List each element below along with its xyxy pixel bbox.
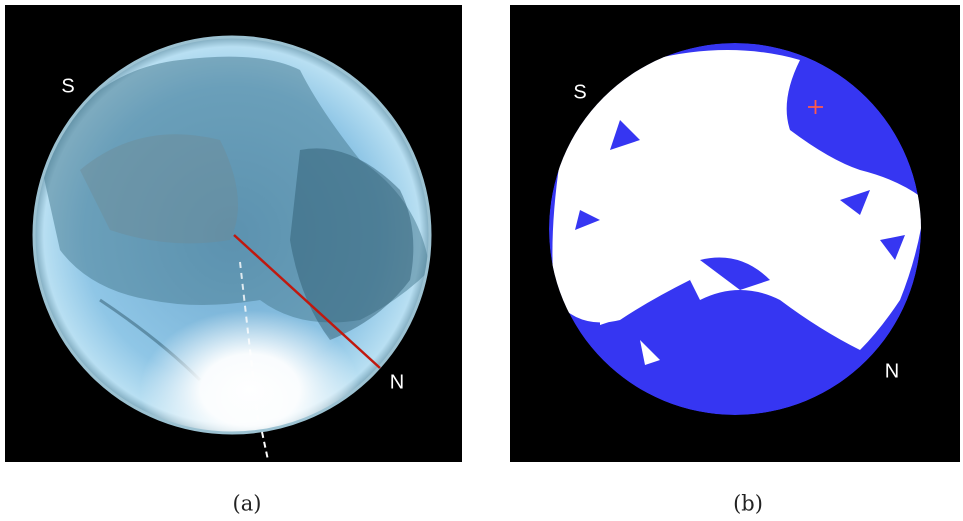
north-label: N xyxy=(390,371,404,393)
north-label: N xyxy=(885,360,899,382)
caption: (a) xyxy=(233,492,262,516)
south-label: S xyxy=(61,75,74,97)
panel-b: S N xyxy=(510,5,960,462)
panel-a: S N xyxy=(5,5,462,470)
figure: S N S N (a) (b) xyxy=(0,0,963,521)
caption: (b) xyxy=(733,492,763,516)
south-label: S xyxy=(573,81,586,103)
